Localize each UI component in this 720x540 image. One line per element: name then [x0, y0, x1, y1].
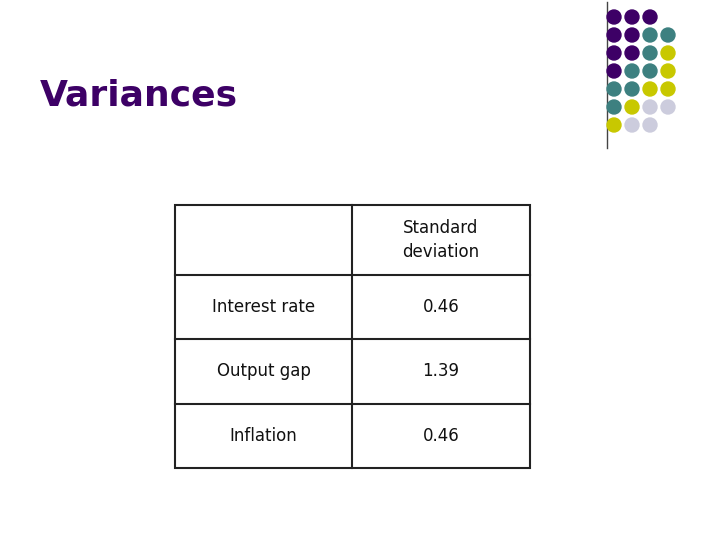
Circle shape	[643, 82, 657, 96]
Text: 1.39: 1.39	[423, 362, 459, 381]
Circle shape	[625, 118, 639, 132]
Circle shape	[661, 64, 675, 78]
Circle shape	[643, 28, 657, 42]
Circle shape	[625, 46, 639, 60]
Bar	[175, 205, 530, 468]
Text: Output gap: Output gap	[217, 362, 310, 381]
Circle shape	[607, 100, 621, 114]
Text: Variances: Variances	[40, 78, 238, 112]
Circle shape	[661, 100, 675, 114]
Circle shape	[643, 64, 657, 78]
Circle shape	[607, 46, 621, 60]
Text: 0.46: 0.46	[423, 298, 459, 316]
Circle shape	[625, 64, 639, 78]
Circle shape	[661, 46, 675, 60]
Circle shape	[625, 100, 639, 114]
Circle shape	[643, 46, 657, 60]
Circle shape	[607, 28, 621, 42]
Circle shape	[661, 82, 675, 96]
Circle shape	[625, 28, 639, 42]
Circle shape	[643, 100, 657, 114]
Text: Interest rate: Interest rate	[212, 298, 315, 316]
Text: Inflation: Inflation	[230, 427, 297, 445]
Circle shape	[643, 10, 657, 24]
Circle shape	[607, 82, 621, 96]
Circle shape	[643, 118, 657, 132]
Circle shape	[625, 82, 639, 96]
Text: Standard
deviation: Standard deviation	[402, 219, 480, 261]
Circle shape	[625, 10, 639, 24]
Circle shape	[607, 64, 621, 78]
Circle shape	[607, 10, 621, 24]
Circle shape	[607, 118, 621, 132]
Circle shape	[661, 28, 675, 42]
Text: 0.46: 0.46	[423, 427, 459, 445]
